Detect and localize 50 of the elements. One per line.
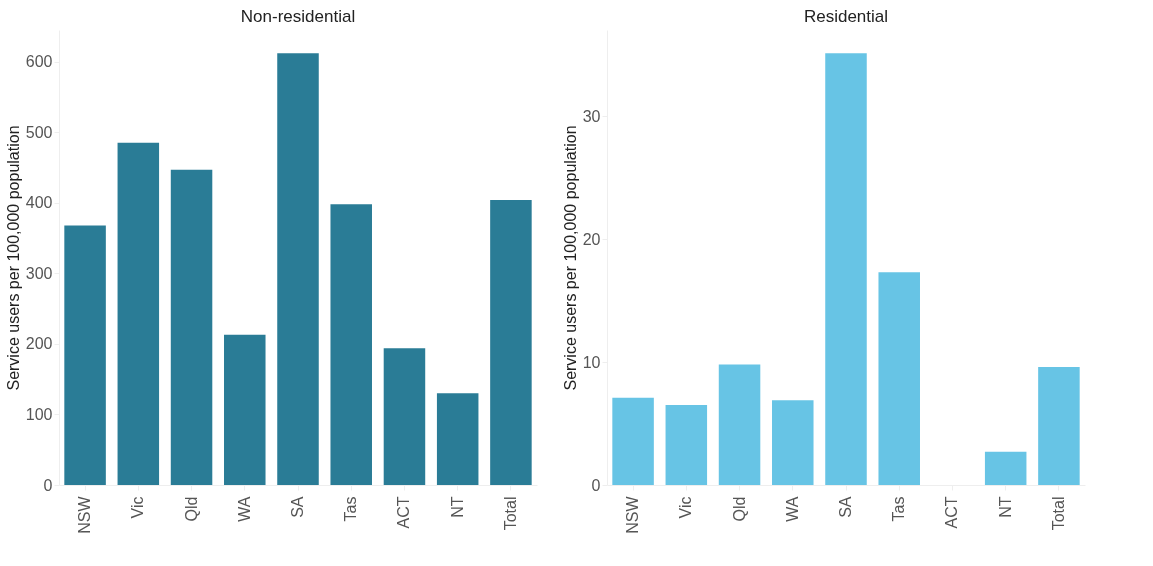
x-tick-label: Qld (730, 496, 748, 522)
x-tick-label: Vic (129, 496, 147, 519)
bar (224, 334, 266, 485)
bar (825, 53, 867, 485)
chart-title: Non-residential (240, 7, 356, 26)
y-tick-label: 0 (591, 476, 601, 494)
y-tick-label: 10 (582, 353, 601, 371)
x-tick-label: NT (448, 496, 466, 518)
y-tick-label: 200 (25, 335, 53, 353)
x-tick-label: NSW (624, 495, 642, 534)
y-tick-label: 30 (582, 107, 601, 125)
x-tick-label: Vic (677, 496, 695, 519)
y-axis-title: Service users per 100,000 population (561, 125, 579, 391)
x-tick-label: Total (1049, 496, 1067, 531)
y-tick-label: 300 (25, 264, 53, 282)
y-tick-label: 400 (25, 194, 53, 212)
chart-title: Residential (803, 7, 889, 26)
bar (383, 348, 426, 485)
bar (490, 200, 532, 485)
y-tick-label: 0 (43, 476, 53, 494)
bar (1038, 366, 1080, 485)
x-tick-label: WA (235, 496, 253, 522)
y-tick-label: 100 (25, 405, 53, 423)
bar (330, 204, 372, 485)
bar (878, 272, 920, 485)
x-tick-label: WA (783, 496, 801, 522)
x-tick-label: ACT (395, 496, 413, 529)
bar (612, 397, 654, 485)
bar (170, 169, 213, 485)
bar (665, 405, 708, 485)
y-tick-label: 20 (582, 230, 601, 248)
bar (984, 451, 1027, 485)
bar (436, 393, 479, 485)
x-tick-label: SA (837, 496, 854, 518)
x-tick-label: ACT (943, 496, 961, 529)
x-tick-label: Tas (890, 496, 908, 522)
x-tick-label: NT (996, 496, 1014, 518)
bar (772, 400, 814, 485)
x-tick-label: Qld (182, 496, 200, 522)
x-tick-label: NSW (76, 495, 94, 534)
bar (277, 53, 319, 485)
bar (718, 364, 761, 485)
x-tick-label: SA (289, 496, 306, 518)
x-tick-label: Tas (342, 496, 360, 522)
bar (64, 225, 106, 485)
bar (117, 142, 160, 485)
y-tick-label: 500 (25, 123, 53, 141)
y-tick-label: 600 (25, 53, 53, 71)
y-axis-title: Service users per 100,000 population (4, 125, 22, 391)
x-tick-label: Total (501, 496, 519, 531)
